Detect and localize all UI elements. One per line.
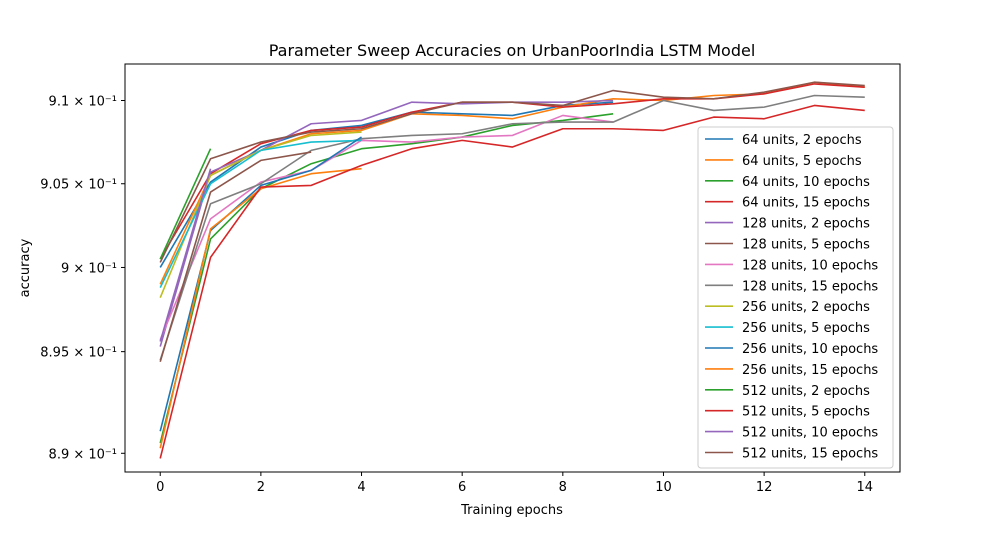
legend-entry-label: 128 units, 15 epochs [742,279,878,294]
series-line [159,151,312,363]
series-line [159,94,865,361]
series-line [159,114,614,341]
series-line [159,104,865,459]
y-tick-label: 9.1 × 10⁻¹ [49,94,117,109]
series-line [159,81,865,263]
x-tick-label: 12 [756,480,773,495]
y-tick-label: 8.95 × 10⁻¹ [40,346,117,361]
legend-entry-label: 256 units, 15 epochs [742,363,878,378]
legend-entry-label: 64 units, 10 epochs [742,175,870,190]
x-tick-label: 2 [257,480,265,495]
series-line [159,148,212,260]
y-axis: 8.9 × 10⁻¹ 8.95 × 10⁻¹ 9 × 10⁻¹ 9.05 × 10⁻¹… [40,94,125,462]
legend-box [697,126,894,469]
x-axis-label: Training epochs [460,503,563,518]
plot-area [124,63,901,473]
legend-entry-label: 512 units, 10 epochs [742,426,878,441]
legend-entry-label: 64 units, 2 epochs [742,133,862,148]
x-tick-label: 10 [655,480,672,495]
y-tick-label: 9.05 × 10⁻¹ [40,178,117,193]
series-lines [159,81,865,459]
legend-entry-label: 256 units, 2 epochs [742,300,870,315]
series-line [159,168,212,342]
legend-entry-label: 128 units, 2 epochs [742,217,870,232]
x-tick-label: 8 [559,480,567,495]
legend-entry-label: 64 units, 15 epochs [742,196,870,211]
x-tick-label: 14 [856,480,873,495]
legend-entry-label: 512 units, 2 epochs [742,384,870,399]
x-axis: 0 2 4 6 8 10 12 14 [156,472,873,495]
chart-title: Parameter Sweep Accuracies on UrbanPoorI… [269,41,756,60]
series-line [159,139,362,288]
x-tick-label: 4 [357,480,365,495]
legend-entry-label: 128 units, 5 epochs [742,238,870,253]
series-line [159,167,362,449]
legend-entry-label: 64 units, 5 epochs [742,154,862,169]
x-tick-label: 0 [156,480,164,495]
y-axis-label: accuracy [18,238,33,297]
legend: 64 units, 2 epochs 64 units, 5 epochs 64 u… [697,126,894,469]
legend-entry-label: 128 units, 10 epochs [742,258,878,273]
legend-entry-label: 512 units, 15 epochs [742,447,878,462]
series-line [159,101,614,268]
legend-entry-label: 512 units, 5 epochs [742,405,870,420]
legend-entry-label: 256 units, 10 epochs [742,342,878,357]
y-tick-label: 9 × 10⁻¹ [61,261,117,276]
x-tick-label: 6 [458,480,466,495]
y-tick-label: 8.9 × 10⁻¹ [49,447,117,462]
series-line [159,136,362,432]
series-line [159,99,614,347]
legend-entry-label: 256 units, 5 epochs [742,321,870,336]
